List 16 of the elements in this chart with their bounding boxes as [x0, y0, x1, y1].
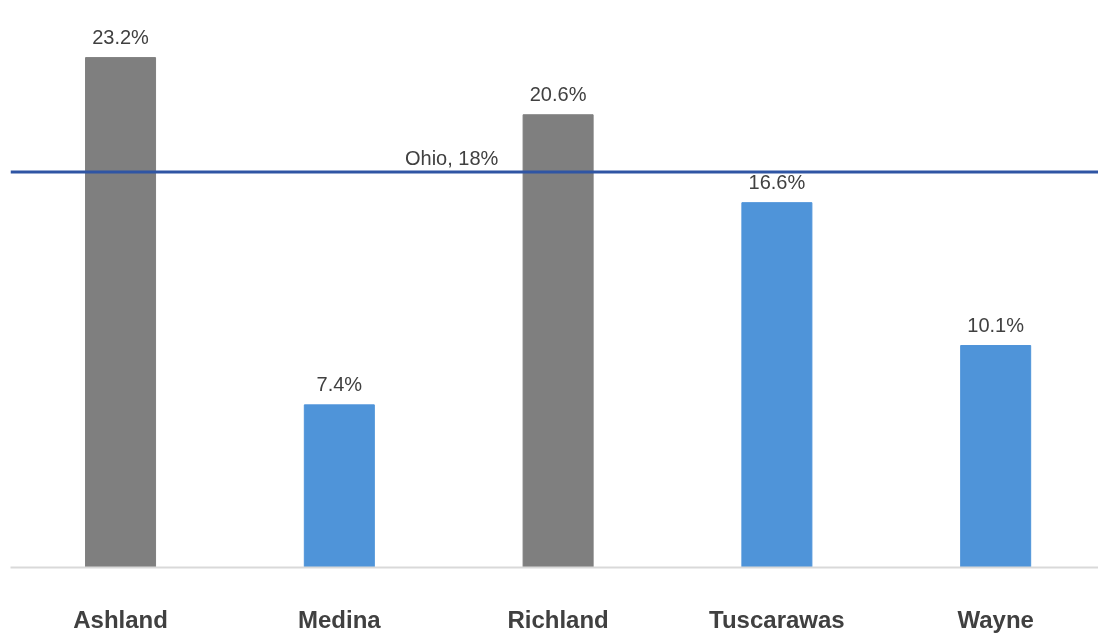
x-tick-label: Medina — [297, 605, 382, 633]
bar — [741, 202, 813, 568]
x-tick-label: Tuscarawas — [709, 605, 845, 633]
bar — [522, 114, 594, 568]
bar — [303, 404, 375, 568]
data-label: 23.2% — [92, 25, 150, 48]
ref-line-label: Ohio, 18% — [404, 146, 499, 169]
x-tick-label: Ashland — [73, 605, 168, 633]
data-label: 10.1% — [967, 313, 1025, 336]
x-tick-label: Wayne — [957, 605, 1034, 633]
x-tick-label: Richland — [507, 605, 609, 633]
data-label: 16.6% — [748, 170, 806, 193]
bar — [85, 57, 157, 568]
data-label: 20.6% — [529, 82, 587, 105]
bar — [960, 345, 1032, 568]
data-label: 7.4% — [316, 372, 363, 395]
